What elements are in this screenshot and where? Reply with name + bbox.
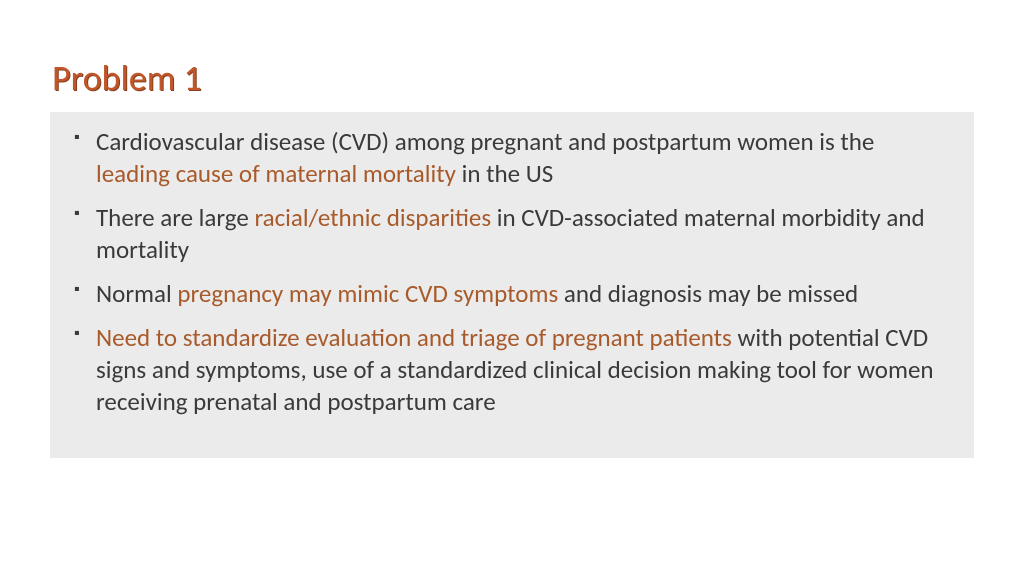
body-text: and diagnosis may be missed [564,278,858,309]
highlight-text: Need to standardize evaluation and triag… [96,322,737,353]
content-box: Cardiovascular disease (CVD) among pregn… [50,112,974,458]
list-item: Normal pregnancy may mimic CVD symptoms … [74,278,950,310]
body-text: Cardiovascular disease (CVD) among pregn… [96,126,874,157]
slide-title: Problem 1 [50,56,974,100]
highlight-text: leading cause of maternal mortality [96,158,456,189]
list-item: Need to standardize evaluation and triag… [74,322,950,418]
list-item: Cardiovascular disease (CVD) among pregn… [74,126,950,190]
body-text: Normal [96,278,177,309]
body-text: There are large [96,202,254,233]
body-text: in the US [456,158,553,189]
highlight-text: racial/ethnic disparities [254,202,491,233]
list-item: There are large racial/ethnic disparitie… [74,202,950,266]
slide: Problem 1 Cardiovascular disease (CVD) a… [0,0,1024,576]
bullet-list: Cardiovascular disease (CVD) among pregn… [74,126,950,418]
highlight-text: pregnancy may mimic CVD symptoms [177,278,564,309]
